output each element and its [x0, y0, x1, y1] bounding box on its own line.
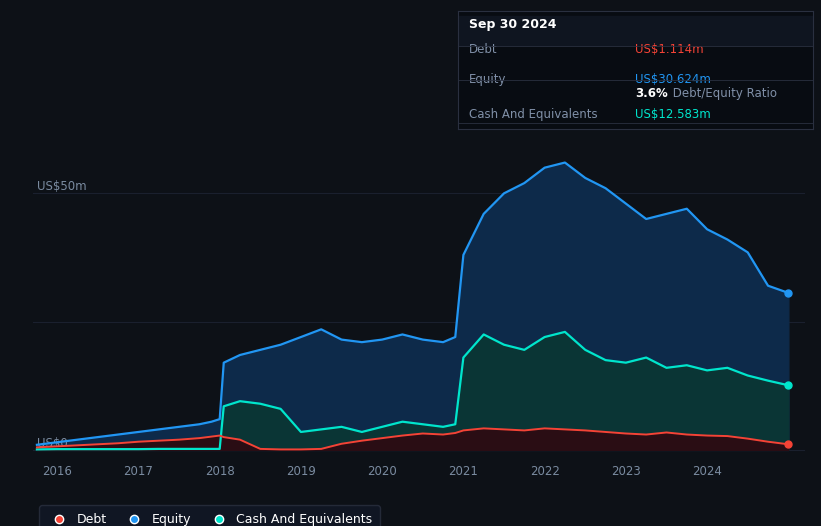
- Legend: Debt, Equity, Cash And Equivalents: Debt, Equity, Cash And Equivalents: [39, 505, 380, 526]
- Text: US$30.624m: US$30.624m: [635, 73, 711, 86]
- Text: Cash And Equivalents: Cash And Equivalents: [469, 108, 598, 121]
- Text: Equity: Equity: [469, 73, 507, 86]
- Bar: [458, 16, 813, 45]
- Text: US$50m: US$50m: [37, 180, 86, 194]
- Text: US$1.114m: US$1.114m: [635, 43, 704, 56]
- Text: Debt: Debt: [469, 43, 498, 56]
- Text: Sep 30 2024: Sep 30 2024: [469, 18, 557, 31]
- Text: US$12.583m: US$12.583m: [635, 108, 711, 121]
- Text: Debt/Equity Ratio: Debt/Equity Ratio: [669, 87, 777, 100]
- Text: US$0: US$0: [37, 437, 67, 450]
- Text: 3.6%: 3.6%: [635, 87, 668, 100]
